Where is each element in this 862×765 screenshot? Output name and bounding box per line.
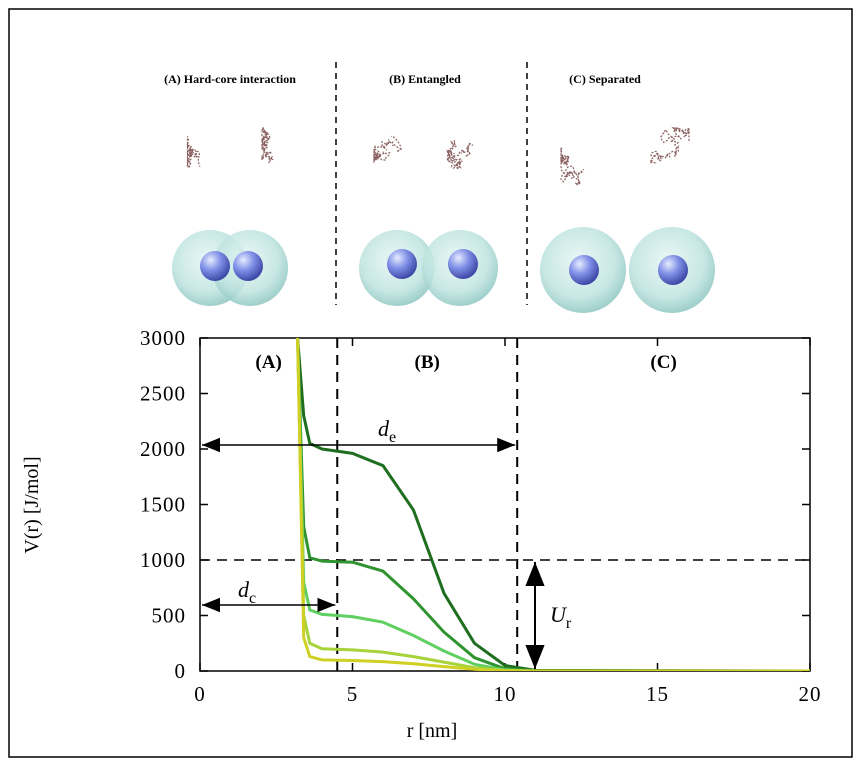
figure: (A) Hard-core interaction (B) Entangled … [0, 0, 862, 760]
polymer [188, 136, 200, 168]
panel-label: (B) Entangled [389, 72, 461, 86]
y-tick-label: 1500 [140, 493, 186, 517]
annotation-sub: c [249, 590, 256, 607]
plot-frame [200, 338, 810, 671]
annotation: Ur [550, 602, 572, 632]
polymer [651, 128, 689, 163]
region-label: (A) [255, 352, 281, 373]
panel-label: (C) Separated [569, 72, 641, 86]
annotation: dc [238, 577, 256, 607]
polymer [448, 140, 473, 169]
y-tick-label: 0 [175, 659, 187, 683]
y-tick-label: 2000 [140, 437, 186, 461]
region-label: (B) [415, 352, 440, 373]
panel-label: (A) Hard-core interaction [164, 72, 296, 86]
polymer [561, 147, 584, 185]
x-tick-label: 10 [494, 682, 517, 706]
x-axis-label: r [nm] [407, 720, 458, 742]
x-tick-label: 0 [194, 682, 206, 706]
x-tick-label: 5 [347, 682, 359, 706]
core [448, 249, 478, 279]
polymer [262, 128, 273, 163]
x-tick-label: 15 [646, 682, 669, 706]
annotation-sub: e [389, 429, 396, 446]
polymer [374, 136, 401, 162]
core [200, 251, 230, 281]
core [658, 255, 688, 285]
x-tick-label: 20 [799, 682, 822, 706]
core [569, 255, 599, 285]
y-tick-label: 3000 [140, 326, 186, 350]
illustration [172, 227, 715, 313]
y-tick-label: 2500 [140, 382, 186, 406]
region-label: (C) [650, 352, 676, 373]
y-tick-label: 1000 [140, 548, 186, 572]
y-tick-label: 500 [152, 604, 187, 628]
annotation: de [378, 416, 396, 446]
annotation-sub: r [566, 615, 572, 632]
core [233, 251, 263, 281]
y-axis-label: V(r) [J/mol] [21, 456, 43, 553]
core [387, 249, 417, 279]
